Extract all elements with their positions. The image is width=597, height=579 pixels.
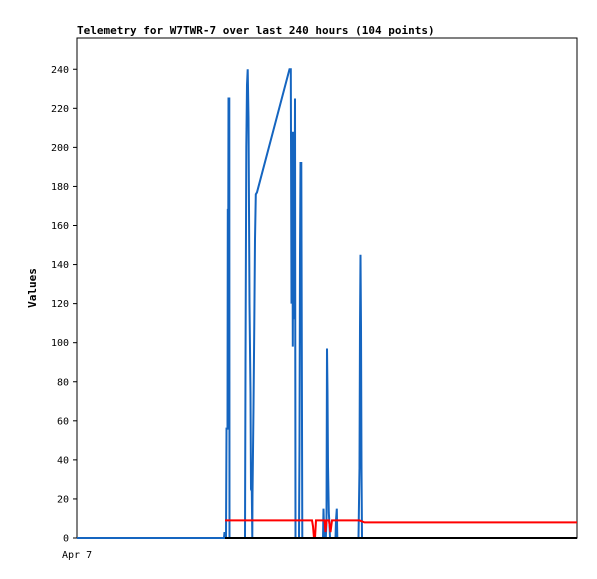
y-tick-label: 180 <box>51 182 69 193</box>
y-tick-label: 120 <box>51 299 69 310</box>
y-tick-label: 200 <box>51 143 69 154</box>
series-line-1 <box>225 519 577 539</box>
y-tick-label: 220 <box>51 104 69 115</box>
y-axis: 0 20 40 60 80 100 120 140 160 180 200 220 240 <box>51 65 77 545</box>
chart-title: Telemetry for W7TWR-7 over last 240 hour… <box>77 24 435 37</box>
x-tick-label: Apr 7 <box>62 550 92 561</box>
y-tick-label: 0 <box>63 534 69 545</box>
y-tick-label: 60 <box>57 416 69 427</box>
y-tick-label: 140 <box>51 260 69 271</box>
y-tick-label: 40 <box>57 455 69 466</box>
x-axis: Apr 7 <box>62 550 92 561</box>
y-tick-label: 240 <box>51 65 69 76</box>
y-tick-label: 20 <box>57 494 69 505</box>
y-axis-label: Values <box>26 268 39 308</box>
y-tick-label: 160 <box>51 221 69 232</box>
series-lines <box>77 68 577 539</box>
y-tick-label: 80 <box>57 377 69 388</box>
y-tick-label: 100 <box>51 338 69 349</box>
